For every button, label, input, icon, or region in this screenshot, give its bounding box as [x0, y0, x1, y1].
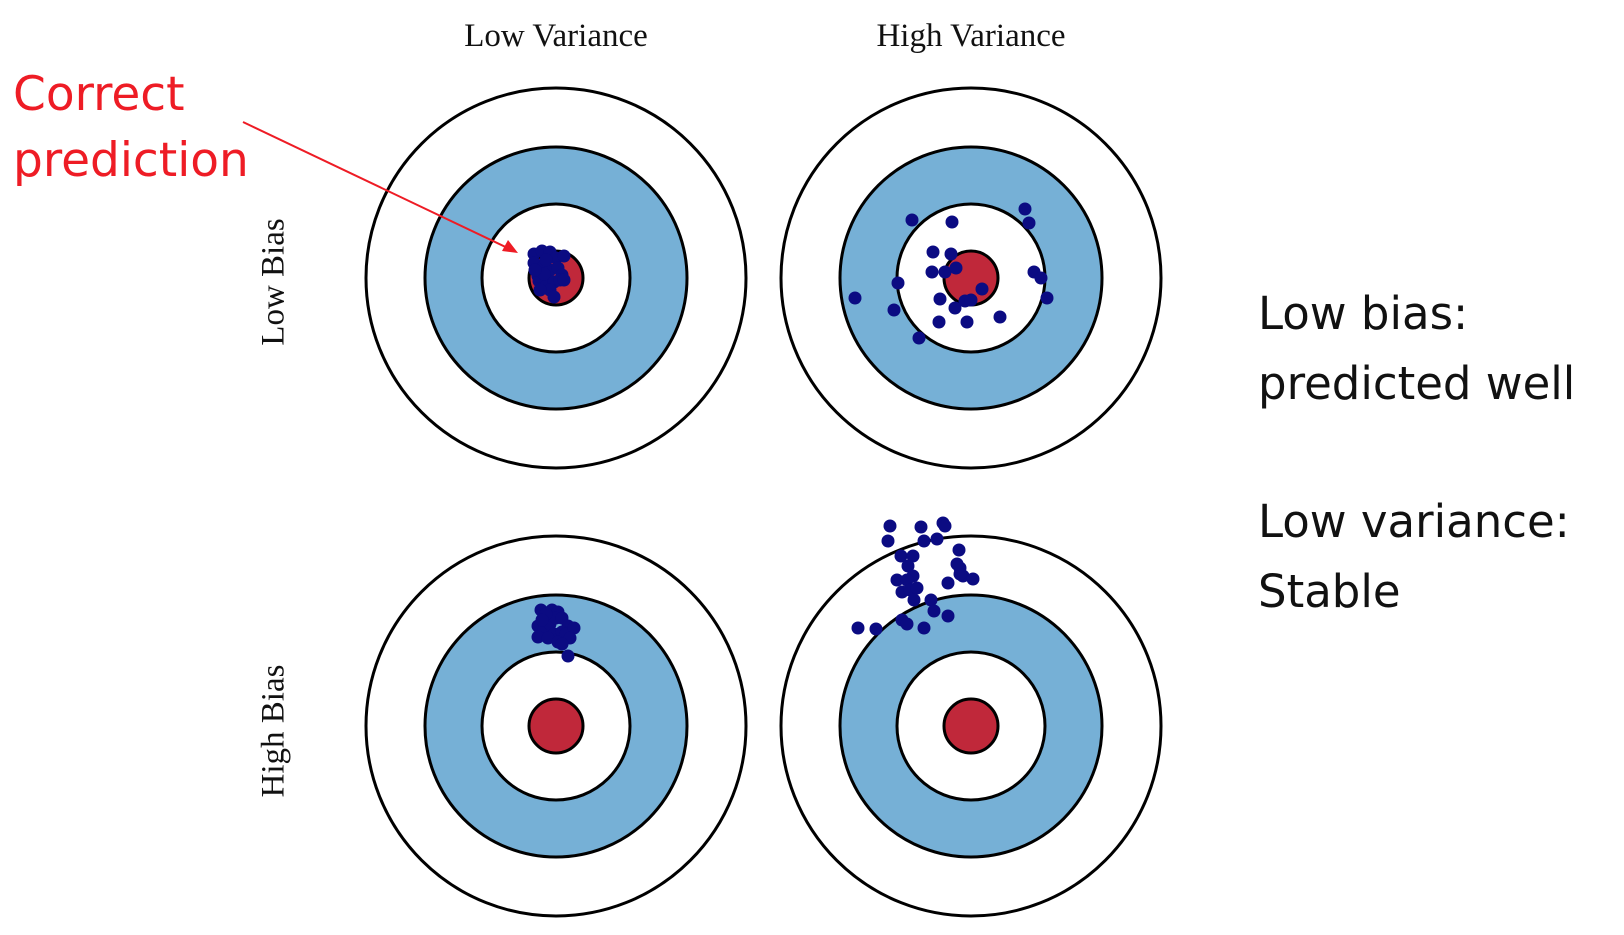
high-bias-high-variance-shot-4 [930, 532, 944, 546]
low-bias-high-variance-shot-10 [891, 276, 905, 290]
high-bias-high-variance-shot-14 [900, 573, 914, 587]
low-variance-note-line-1: Low variance: [1258, 495, 1570, 548]
low-bias-high-variance-shot-18 [960, 315, 974, 329]
high-bias-high-variance-shot-21 [927, 604, 941, 618]
low-bias-high-variance-shot-2 [945, 215, 959, 229]
high-bias-high-variance-shot-29 [851, 621, 865, 635]
high-bias-high-variance-shot-22 [941, 576, 955, 590]
callout-line-2: prediction [13, 133, 249, 188]
high-bias-high-variance-shot-32 [952, 543, 966, 557]
low-bias-high-variance-shot-20 [912, 331, 926, 345]
high-bias-high-variance-shot-13 [890, 573, 904, 587]
high-bias-low-variance-bullseye [527, 697, 585, 755]
low-bias-low-variance-shot-18 [557, 273, 571, 287]
low-bias-note-line-2: predicted well [1258, 357, 1576, 410]
high-bias-high-variance-shot-25 [966, 572, 980, 586]
high-bias-high-variance-shot-1 [914, 520, 928, 534]
low-bias-high-variance-shot-24 [932, 315, 946, 329]
high-bias-high-variance-shot-8 [881, 534, 895, 548]
low-variance-note-line-2: Stable [1258, 565, 1401, 618]
high-bias-high-variance-shot-28 [900, 617, 914, 631]
low-bias-low-variance-shot-20 [547, 290, 561, 304]
low-bias-high-variance-shot-13 [933, 292, 947, 306]
low-bias-low-variance-shot-21 [528, 263, 542, 277]
high-bias-high-variance-shot-19 [917, 621, 931, 635]
low-bias-high-variance-shot-23 [1040, 291, 1054, 305]
low-bias-high-variance-shot-4 [1022, 216, 1036, 230]
high-bias-low-variance-shot-13 [531, 630, 545, 644]
callout-arrow-head [502, 240, 518, 253]
high-bias-high-variance-shot-23 [941, 609, 955, 623]
low-bias-high-variance-shot-11 [848, 291, 862, 305]
column-label-high-variance: High Variance [876, 18, 1066, 54]
low-bias-high-variance-shot-8 [925, 265, 939, 279]
low-bias-high-variance-shot-17 [964, 293, 978, 307]
high-bias-high-variance-shot-30 [953, 567, 967, 581]
high-bias-high-variance-shot-20 [924, 593, 938, 607]
low-bias-high-variance-shot-22 [1034, 271, 1048, 285]
low-bias-high-variance-shot-12 [887, 303, 901, 317]
high-bias-high-variance-shot-11 [901, 559, 915, 573]
high-bias-high-variance-shot-31 [950, 557, 964, 571]
high-bias-low-variance-shot-16 [567, 621, 581, 635]
correct-prediction-callout: Correct prediction [13, 62, 249, 194]
low-bias-high-variance-shot-16 [975, 282, 989, 296]
high-bias-high-variance-shot-3 [938, 519, 952, 533]
high-bias-high-variance-shot-26 [869, 622, 883, 636]
low-bias-low-variance-shot-23 [533, 283, 547, 297]
high-bias-high-variance-shot-9 [894, 549, 908, 563]
callout-arrow-line [242, 121, 515, 252]
high-bias-high-variance-shot-10 [906, 549, 920, 563]
low-bias-high-variance-shot-19 [993, 310, 1007, 324]
high-bias-high-variance-shot-17 [910, 581, 924, 595]
callout-line-1: Correct [13, 67, 185, 122]
high-bias-high-variance-shot-7 [883, 519, 897, 533]
high-bias-low-variance-shot-20 [535, 613, 549, 627]
high-bias-high-variance-shot-5 [917, 534, 931, 548]
low-bias-note: Low bias: predicted well [1258, 279, 1575, 419]
low-bias-high-variance-shot-7 [938, 265, 952, 279]
low-bias-high-variance-shot-3 [1018, 202, 1032, 216]
low-bias-note-line-1: Low bias: [1258, 287, 1469, 340]
low-bias-high-variance-shot-15 [948, 301, 962, 315]
low-bias-high-variance-shot-9 [949, 261, 963, 275]
low-variance-note: Low variance: Stable [1258, 487, 1570, 627]
low-bias-low-variance-shot-10 [557, 249, 571, 263]
high-bias-low-variance-shot-21 [555, 637, 569, 651]
low-bias-low-variance-shot-22 [539, 253, 553, 267]
high-bias-high-variance-bullseye [942, 697, 1000, 755]
low-bias-high-variance-shot-5 [926, 245, 940, 259]
high-bias-high-variance-shot-18 [907, 593, 921, 607]
column-label-low-variance: Low Variance [464, 18, 648, 54]
low-bias-high-variance-shot-1 [905, 213, 919, 227]
high-bias-low-variance-shot-14 [541, 631, 555, 645]
low-bias-high-variance-shot-6 [944, 247, 958, 261]
high-bias-low-variance-shot-22 [561, 649, 575, 663]
